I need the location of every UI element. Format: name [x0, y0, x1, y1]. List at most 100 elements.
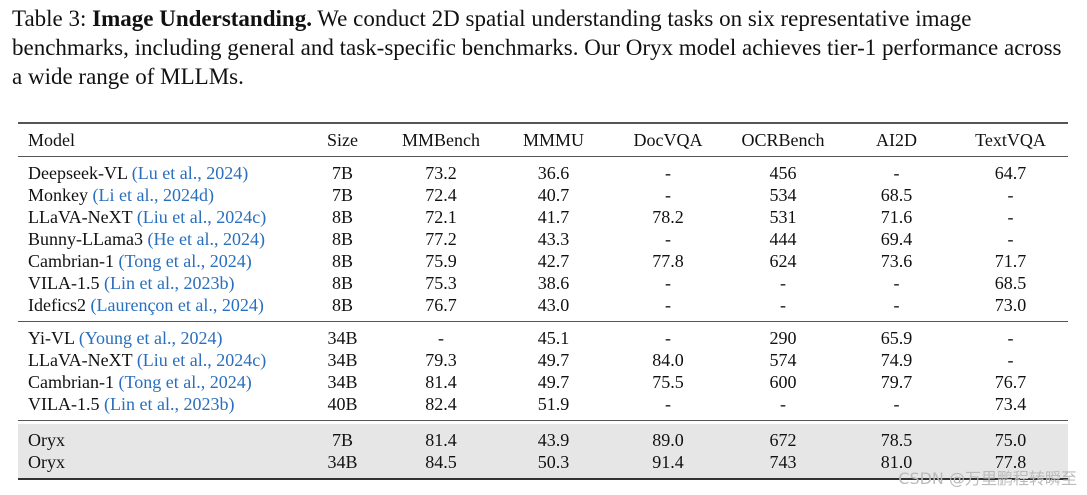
value-cell: 75.0 — [953, 429, 1068, 451]
value-cell: 7B — [300, 429, 385, 451]
value-cell: 76.7 — [994, 372, 1027, 392]
citation-link[interactable]: (Lu et al., 2024) — [131, 163, 249, 183]
citation-link[interactable]: (Tong et al., 2024) — [118, 251, 252, 271]
value-cell: - — [665, 328, 671, 348]
value-cell: 64.7 — [994, 163, 1027, 183]
value-cell: 84.5 — [385, 451, 497, 473]
value-cell: 456 — [769, 163, 797, 183]
value-cell: 600 — [769, 372, 797, 392]
table-row: LLaVA-NeXT (Liu et al., 2024c) 8B 72.1 41.7… — [18, 206, 1068, 228]
model-cell: Deepseek-VL (Lu et al., 2024) — [18, 162, 300, 184]
bottom-rule — [18, 473, 1068, 480]
value-cell: 290 — [769, 328, 797, 348]
value-cell: - — [1007, 350, 1014, 370]
value-cell: - — [1007, 185, 1014, 205]
column-header: DocVQA — [633, 130, 703, 150]
model-cell: Cambrian-1 (Tong et al., 2024) — [18, 371, 300, 393]
model-name: Bunny-LLama3 — [28, 229, 143, 249]
header-row: Model Size MMBench MMMU DocVQA OCRBench AI2D Te… — [18, 123, 1068, 157]
model-cell: Oryx — [18, 429, 300, 451]
citation-link[interactable]: (Laurençon et al., 2024) — [90, 295, 264, 315]
value-cell: 72.4 — [425, 185, 457, 205]
model-name: Monkey — [28, 185, 88, 205]
value-cell: 72.1 — [425, 207, 457, 227]
group-divider — [18, 321, 1068, 328]
value-cell: 68.5 — [994, 273, 1027, 293]
value-cell: 8B — [331, 229, 353, 249]
model-name: Oryx — [28, 430, 65, 450]
citation-link[interactable]: (Lin et al., 2023b) — [103, 394, 235, 414]
value-cell: 50.3 — [497, 451, 610, 473]
column-header: AI2D — [876, 130, 917, 150]
value-cell: 77.2 — [425, 229, 457, 249]
model-cell: Yi-VL (Young et al., 2024) — [18, 327, 300, 349]
citation-link[interactable]: (He et al., 2024) — [147, 229, 265, 249]
model-name: Cambrian-1 — [28, 372, 114, 392]
value-cell: - — [665, 394, 671, 414]
value-cell: 40B — [327, 394, 358, 414]
value-cell: 7B — [331, 185, 353, 205]
results-table: Model Size MMBench MMMU DocVQA OCRBench AI2D Te… — [18, 122, 1068, 480]
value-cell: 34B — [300, 451, 385, 473]
value-cell: - — [1007, 207, 1014, 227]
value-cell: 43.0 — [537, 295, 570, 315]
model-cell: VILA-1.5 (Lin et al., 2023b) — [18, 272, 300, 294]
citation-link[interactable]: (Young et al., 2024) — [78, 328, 223, 348]
value-cell: - — [780, 295, 786, 315]
value-cell: 75.5 — [652, 372, 684, 392]
model-name: LLaVA-NeXT — [28, 350, 133, 370]
value-cell: 531 — [769, 207, 797, 227]
table-row: Deepseek-VL (Lu et al., 2024) 7B 73.2 36.6 -… — [18, 162, 1068, 184]
citation-link[interactable]: (Li et al., 2024d) — [92, 185, 214, 205]
column-header: MMBench — [402, 130, 480, 150]
table-row: Yi-VL (Young et al., 2024) 34B - 45.1 - 290 65… — [18, 327, 1068, 349]
value-cell: 51.9 — [537, 394, 570, 414]
value-cell: 8B — [331, 295, 353, 315]
value-cell: 75.3 — [425, 273, 457, 293]
value-cell: - — [780, 273, 786, 293]
value-cell: 79.7 — [880, 372, 913, 392]
value-cell: 71.7 — [994, 251, 1027, 271]
value-cell: 89.0 — [610, 429, 726, 451]
value-cell: 81.4 — [385, 429, 497, 451]
value-cell: 444 — [769, 229, 797, 249]
model-name: Idefics2 — [28, 295, 86, 315]
citation-link[interactable]: (Liu et al., 2024c) — [136, 207, 267, 227]
model-name: VILA-1.5 — [28, 394, 100, 414]
citation-link[interactable]: (Lin et al., 2023b) — [103, 273, 235, 293]
value-cell: 42.7 — [537, 251, 570, 271]
value-cell: 82.4 — [425, 394, 457, 414]
citation-link[interactable]: (Liu et al., 2024c) — [136, 350, 267, 370]
divider-cell — [18, 424, 1068, 429]
value-cell: - — [893, 394, 900, 414]
caption-label: Table 3: — [12, 6, 87, 31]
table-row: Cambrian-1 (Tong et al., 2024) 8B 75.9 42.7… — [18, 250, 1068, 272]
caption-title: Image Understanding. — [92, 6, 312, 31]
value-cell: 73.6 — [880, 251, 913, 271]
model-name: Cambrian-1 — [28, 251, 114, 271]
value-cell: 34B — [327, 372, 358, 392]
model-cell: LLaVA-NeXT (Liu et al., 2024c) — [18, 206, 300, 228]
model-cell: Cambrian-1 (Tong et al., 2024) — [18, 250, 300, 272]
value-cell: 69.4 — [880, 229, 913, 249]
caption-text: We conduct 2D spatial understanding task… — [12, 6, 1062, 89]
column-header: TextVQA — [975, 130, 1046, 150]
value-cell: 34B — [327, 350, 358, 370]
citation-link[interactable]: (Tong et al., 2024) — [118, 372, 252, 392]
value-cell: 78.5 — [840, 429, 953, 451]
column-header: Model — [28, 130, 75, 150]
value-cell: 65.9 — [880, 328, 913, 348]
value-cell: 7B — [331, 163, 353, 183]
value-cell: 77.8 — [953, 451, 1068, 473]
value-cell: 81.0 — [840, 451, 953, 473]
value-cell: 574 — [769, 350, 797, 370]
value-cell: - — [665, 185, 671, 205]
value-cell: 534 — [769, 185, 797, 205]
table-row: Idefics2 (Laurençon et al., 2024) 8B 76.7 4… — [18, 294, 1068, 316]
model-name: Yi-VL — [28, 328, 75, 348]
value-cell: - — [1007, 328, 1014, 348]
value-cell: 672 — [726, 429, 840, 451]
value-cell: 73.0 — [994, 295, 1027, 315]
value-cell: 73.2 — [425, 163, 457, 183]
table-row: Bunny-LLama3 (He et al., 2024) 8B 77.2 43.3… — [18, 228, 1068, 250]
